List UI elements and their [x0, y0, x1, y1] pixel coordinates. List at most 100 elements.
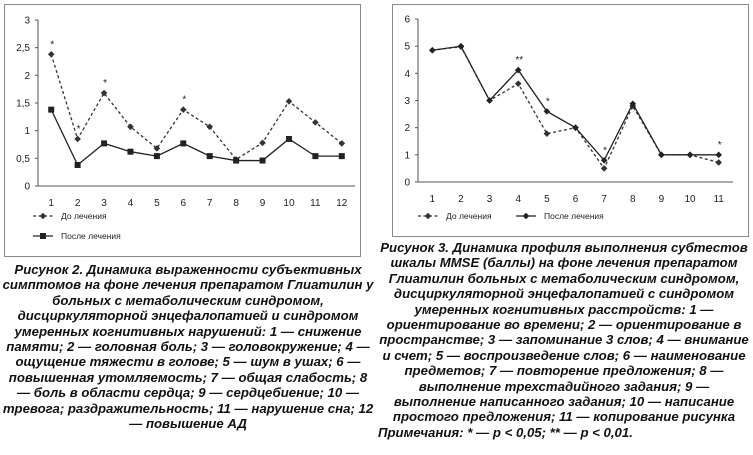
mmse-x-tick-label: 7	[601, 194, 607, 205]
figure-2-caption: Рисунок 2. Динамика выраженности субъект…	[2, 262, 374, 431]
symptoms-point-s2	[206, 153, 213, 160]
symptoms-x-tick-label: 7	[207, 198, 213, 209]
mmse-x-tick-label: 3	[487, 194, 493, 205]
mmse-legend-marker-2	[522, 212, 530, 220]
symptoms-x-tick-label: 1	[48, 198, 54, 209]
mmse-y-tick-label: 1	[404, 150, 410, 161]
mmse-y-tick-label: 5	[404, 42, 410, 53]
symptoms-x-tick-label: 11	[310, 198, 321, 209]
symptoms-y-tick-label: 3	[24, 16, 30, 27]
mmse-point-s1	[600, 165, 608, 172]
symptoms-point-s2	[233, 157, 240, 164]
mmse-y-tick-label: 2	[404, 123, 410, 134]
mmse-x-tick-label: 9	[659, 194, 665, 205]
mmse-point-s1	[715, 159, 722, 166]
symptoms-x-tick-label: 3	[101, 198, 107, 209]
symptoms-x-tick-label: 8	[233, 198, 239, 209]
mmse-point-s2	[715, 151, 722, 159]
mmse-y-tick-label: 6	[404, 15, 410, 26]
mmse-significance-mark: **	[515, 55, 523, 66]
symptoms-point-s2	[285, 135, 292, 142]
symptoms-significance-mark: *	[103, 78, 107, 89]
mmse-y-tick-label: 3	[404, 96, 410, 107]
mmse-point-s2	[600, 156, 608, 164]
mmse-point-s2	[486, 97, 493, 104]
figure-3-caption: Рисунок 3. Динамика профиля выполнения с…	[378, 240, 750, 440]
symptoms-point-s1	[47, 51, 55, 58]
symptoms-point-s2	[338, 153, 345, 160]
symptoms-point-s1	[74, 135, 81, 143]
mmse-point-s2	[543, 108, 551, 115]
mmse-x-tick-label: 2	[458, 194, 464, 205]
symptoms-series-line-2	[50, 109, 342, 167]
symptoms-legend-marker-1	[39, 212, 47, 220]
mmse-point-s2	[629, 100, 637, 108]
symptoms-point-s1	[312, 119, 319, 126]
symptoms-point-s2	[180, 140, 187, 147]
mmse-legend-label-1: До лечения	[446, 211, 492, 221]
chart-panel-mmse: 0 1 2 3 4 5 6 1 2 3 4 5 6 7 8 9 10 11 ** * * * До лечения После…	[392, 4, 749, 237]
figure-3-caption-body: 1 — ориентирование во времени; 2 — ориен…	[379, 301, 749, 425]
symptoms-legend-label-1: До лечения	[61, 211, 107, 221]
mmse-x-tick-label: 4	[515, 194, 521, 205]
mmse-series-line-2	[432, 45, 719, 162]
symptoms-point-s1	[206, 123, 214, 131]
mmse-point-s2	[658, 151, 665, 159]
chart-panel-symptoms: 0 0,5 1 1,5 2 2,5 3 1 2 3 4 5 6 7 8 9 10 11 12 * * * * До лечен…	[4, 4, 361, 257]
symptoms-point-s1	[127, 123, 134, 131]
symptoms-point-s2	[101, 140, 108, 147]
symptoms-x-tick-label: 4	[128, 198, 134, 209]
symptoms-x-tick-label: 9	[260, 198, 266, 209]
symptoms-point-s1	[153, 145, 161, 152]
symptoms-legend-label-2: После лечения	[61, 231, 121, 241]
mmse-x-tick-label: 6	[573, 194, 579, 205]
symptoms-x-tick-label: 6	[181, 198, 187, 209]
symptoms-y-tick-label: 1,5	[16, 99, 30, 110]
mmse-x-tick-label: 11	[713, 194, 724, 205]
mmse-x-tick-label: 8	[630, 194, 636, 205]
mmse-significance-mark: *	[546, 96, 550, 107]
symptoms-x-tick-label: 5	[154, 198, 160, 209]
symptoms-y-tick-label: 0,5	[16, 154, 30, 165]
mmse-significance-mark: *	[603, 145, 607, 156]
symptoms-point-s1	[285, 98, 293, 105]
symptoms-line-chart: 00,511,522,531 2 3 4 5 6 7 8 9 10 11 12****До лечен…	[16, 16, 355, 241]
symptoms-y-tick-label: 0	[24, 182, 30, 193]
symptoms-point-s2	[312, 153, 319, 160]
symptoms-significance-mark: *	[77, 124, 81, 135]
figure-2-caption-body: 1 — снижение памяти; 2 — головная боль; …	[2, 323, 374, 432]
symptoms-x-tick-label: 2	[75, 198, 81, 209]
mmse-point-s2	[429, 46, 436, 54]
figure-2-caption-title: Рисунок 2. Динамика выраженности субъект…	[2, 262, 374, 339]
mmse-point-s2	[686, 151, 694, 159]
symptoms-series-line-1	[50, 54, 343, 161]
mmse-point-s2	[514, 66, 522, 74]
mmse-legend-marker-1	[424, 212, 432, 220]
symptoms-x-tick-label: 12	[336, 198, 348, 209]
figure-3-significance-note: Примечания: * — p < 0,05; ** — p < 0,01.	[378, 424, 633, 440]
symptoms-y-tick-label: 2,5	[16, 43, 30, 54]
symptoms-point-s2	[259, 157, 266, 164]
figure-3-caption-title: Рисунок 3. Динамика профиля выполнения с…	[380, 240, 748, 317]
symptoms-point-s2	[74, 161, 81, 168]
mmse-x-tick-label: 5	[544, 194, 550, 205]
symptoms-point-s1	[338, 140, 346, 147]
mmse-point-s1	[514, 80, 522, 87]
mmse-x-tick-label: 10	[684, 194, 696, 205]
symptoms-point-s1	[100, 89, 108, 97]
symptoms-point-s2	[48, 106, 55, 113]
symptoms-x-tick-label: 10	[283, 198, 295, 209]
symptoms-point-s2	[153, 153, 160, 160]
mmse-significance-mark: *	[718, 140, 722, 151]
symptoms-point-s2	[127, 148, 134, 155]
mmse-y-tick-label: 0	[404, 178, 410, 189]
mmse-y-tick-label: 4	[404, 69, 410, 80]
symptoms-y-tick-label: 1	[24, 126, 30, 137]
symptoms-significance-mark: *	[182, 95, 186, 106]
symptoms-y-tick-label: 2	[24, 71, 30, 82]
mmse-x-tick-label: 1	[430, 194, 436, 205]
mmse-series-line-1	[432, 46, 719, 170]
mmse-legend-label-2: После лечения	[544, 211, 604, 221]
symptoms-significance-mark: *	[50, 39, 54, 50]
